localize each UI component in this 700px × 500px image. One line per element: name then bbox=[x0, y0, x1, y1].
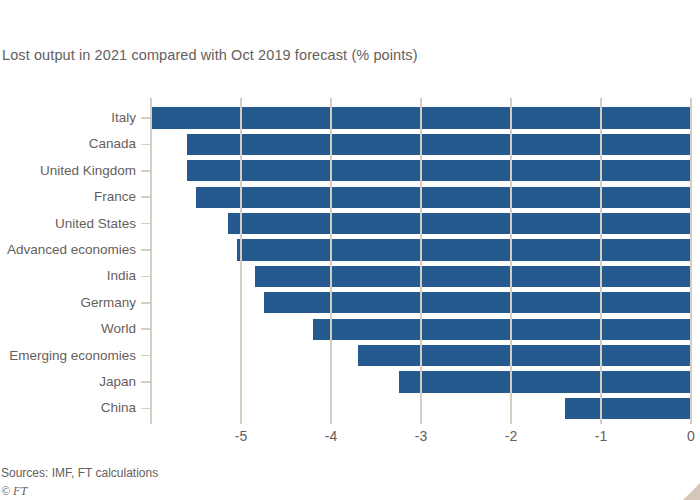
plot-area bbox=[151, 98, 691, 424]
copyright-note: © FT bbox=[1, 484, 27, 499]
bar-germany bbox=[264, 292, 692, 313]
source-note: Sources: IMF, FT calculations bbox=[1, 466, 158, 480]
bar-united-states bbox=[228, 213, 692, 234]
bar-france bbox=[196, 187, 691, 208]
bar-japan bbox=[399, 371, 692, 392]
chart-figure: Lost output in 2021 compared with Oct 20… bbox=[0, 0, 700, 500]
gridline-0 bbox=[690, 98, 692, 424]
bar-china bbox=[565, 398, 691, 419]
gridline--3 bbox=[420, 98, 422, 424]
gridline--1 bbox=[600, 98, 602, 424]
category-label-advanced-economies: Advanced economies bbox=[0, 241, 136, 259]
bar-united-kingdom bbox=[187, 160, 691, 181]
x-tick-label--5: -5 bbox=[211, 428, 271, 444]
bar-canada bbox=[187, 134, 691, 155]
ft-corner-triangle bbox=[683, 483, 700, 500]
bar-india bbox=[255, 266, 692, 287]
category-label-canada: Canada bbox=[0, 135, 136, 153]
category-label-japan: Japan bbox=[0, 373, 136, 391]
category-label-germany: Germany bbox=[0, 294, 136, 312]
category-label-emerging-economies: Emerging economies bbox=[0, 347, 136, 365]
category-label-united-states: United States bbox=[0, 215, 136, 233]
category-label-united-kingdom: United Kingdom bbox=[0, 162, 136, 180]
category-label-italy: Italy bbox=[0, 109, 136, 127]
x-tick-label-0: 0 bbox=[661, 428, 700, 444]
gridline--4 bbox=[330, 98, 332, 424]
category-label-china: China bbox=[0, 399, 136, 417]
y-axis-line bbox=[150, 98, 152, 424]
x-tick-label--2: -2 bbox=[481, 428, 541, 444]
x-tick-label--3: -3 bbox=[391, 428, 451, 444]
category-label-france: France bbox=[0, 188, 136, 206]
gridline--2 bbox=[510, 98, 512, 424]
x-tick-label--1: -1 bbox=[571, 428, 631, 444]
category-label-world: World bbox=[0, 320, 136, 338]
x-tick-label--4: -4 bbox=[301, 428, 361, 444]
bar-emerging-economies bbox=[358, 345, 691, 366]
chart-title: Lost output in 2021 compared with Oct 20… bbox=[2, 46, 418, 64]
category-label-india: India bbox=[0, 267, 136, 285]
bar-advanced-economies bbox=[237, 239, 692, 260]
gridline--5 bbox=[240, 98, 242, 424]
bar-world bbox=[313, 319, 691, 340]
